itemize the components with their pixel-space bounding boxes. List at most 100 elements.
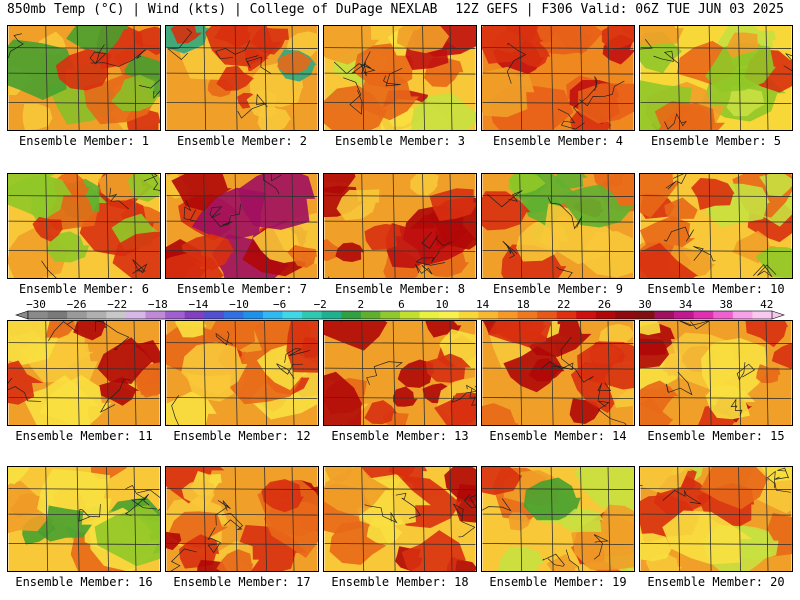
colorbar-tick-label: −10 xyxy=(229,298,249,311)
temperature-map xyxy=(639,173,793,279)
temperature-shading xyxy=(482,191,531,231)
temperature-map xyxy=(323,173,477,279)
temperature-map xyxy=(323,466,477,572)
colorbar-swatch xyxy=(634,311,655,319)
state-boundaries xyxy=(324,174,476,278)
temperature-shading xyxy=(277,51,314,74)
colorbar-tick-label: 2 xyxy=(357,298,364,311)
temperature-shading xyxy=(598,514,634,556)
state-boundaries xyxy=(482,174,634,278)
temperature-map xyxy=(165,25,319,131)
temperature-map xyxy=(7,320,161,426)
temperature-shading xyxy=(508,512,532,531)
ensemble-member-label: Ensemble Member: 5 xyxy=(650,134,782,148)
temperature-shading xyxy=(640,26,684,46)
ensemble-member-panel: Ensemble Member: 2 xyxy=(165,25,319,148)
temperature-shading xyxy=(640,242,699,278)
state-boundaries xyxy=(482,26,634,130)
ensemble-member-label: Ensemble Member: 10 xyxy=(647,282,785,296)
temperature-shading xyxy=(179,534,220,569)
temperature-shading xyxy=(8,480,58,534)
temperature-shading xyxy=(238,524,307,571)
colorbar-swatch xyxy=(302,311,322,319)
temperature-shading xyxy=(166,391,217,425)
temperature-map xyxy=(481,25,635,131)
map-title: 850mb Temp (°C) | Wind (kts) | College o… xyxy=(7,2,438,17)
state-boundaries xyxy=(166,467,318,571)
contour-lines xyxy=(333,51,403,115)
temperature-shading xyxy=(8,174,72,220)
temperature-shading xyxy=(73,321,107,341)
colorbar-swatch xyxy=(654,311,675,319)
colorbar-tick-label: −22 xyxy=(107,298,127,311)
temperature-map xyxy=(481,320,635,426)
ensemble-member-panel: Ensemble Member: 14 xyxy=(481,320,635,443)
temperature-shading xyxy=(8,360,44,405)
run-valid-time: 12Z GEFS | F306 Valid: 06Z TUE JUN 03 20… xyxy=(455,2,784,17)
colorbar-swatch xyxy=(360,311,381,319)
contour-lines xyxy=(540,336,627,425)
colorbar-high-arrow xyxy=(771,310,785,320)
contour-lines xyxy=(663,174,777,278)
colorbar-tick-label: 30 xyxy=(638,298,651,311)
temperature-shading xyxy=(455,483,476,523)
ensemble-member-panel: Ensemble Member: 5 xyxy=(639,25,793,148)
temperature-shading xyxy=(335,242,365,263)
temperature-shading xyxy=(324,371,363,425)
ensemble-member-panel: Ensemble Member: 6 xyxy=(7,173,161,296)
temperature-shading xyxy=(216,549,254,571)
colorbar-swatch xyxy=(165,311,185,319)
temperature-shading xyxy=(745,321,789,348)
temperature-shading xyxy=(393,386,418,407)
contour-lines xyxy=(8,33,160,99)
temperature-shading xyxy=(523,477,581,521)
temperature-map xyxy=(639,466,793,572)
ensemble-member-label: Ensemble Member: 12 xyxy=(173,429,311,443)
contour-lines xyxy=(328,231,453,278)
temperature-map xyxy=(323,320,477,426)
ensemble-member-label: Ensemble Member: 15 xyxy=(647,429,785,443)
temperature-shading xyxy=(401,530,466,571)
colorbar-tick-label: 10 xyxy=(435,298,448,311)
temperature-shading xyxy=(112,231,160,278)
ensemble-member-label: Ensemble Member: 1 xyxy=(18,134,150,148)
colorbar-tick-label: −2 xyxy=(314,298,327,311)
temperature-shading xyxy=(324,174,356,195)
colorbar-tick-label: −26 xyxy=(67,298,87,311)
temperature-shading xyxy=(662,510,753,565)
contour-lines xyxy=(506,42,625,130)
temperature-map xyxy=(7,173,161,279)
contour-lines xyxy=(41,174,160,278)
temperature-map xyxy=(165,320,319,426)
temperature-shading xyxy=(482,403,519,425)
state-boundaries xyxy=(166,26,318,130)
colorbar-swatch xyxy=(595,311,616,319)
colorbar-tick-label: −6 xyxy=(273,298,286,311)
temperature-shading xyxy=(97,337,154,384)
colorbar-swatch xyxy=(262,311,283,319)
ensemble-member-panel: Ensemble Member: 9 xyxy=(481,173,635,296)
ensemble-member-panel: Ensemble Member: 11 xyxy=(7,320,161,443)
temperature-shading xyxy=(520,42,551,68)
state-boundaries xyxy=(482,321,634,425)
temperature-shading xyxy=(388,467,416,478)
colorbar-swatch xyxy=(400,311,420,319)
temperature-shading xyxy=(705,42,776,93)
ensemble-member-label: Ensemble Member: 16 xyxy=(15,575,153,589)
contour-lines xyxy=(487,190,583,278)
colorbar-swatch xyxy=(556,311,577,319)
ensemble-member-label: Ensemble Member: 14 xyxy=(489,429,627,443)
ensemble-member-label: Ensemble Member: 6 xyxy=(18,282,150,296)
temperature-shading xyxy=(691,178,735,211)
colorbar-swatch xyxy=(439,311,460,319)
contour-lines xyxy=(482,498,610,571)
colorbar-swatch xyxy=(576,311,597,319)
temperature-shading xyxy=(167,511,229,549)
ensemble-member-panel: Ensemble Member: 3 xyxy=(323,25,477,148)
temperature-shading xyxy=(558,184,634,228)
temperature-shading xyxy=(503,346,565,393)
temperature-shading xyxy=(170,26,203,44)
temperature-shading xyxy=(759,174,792,197)
contour-lines xyxy=(665,321,756,416)
colorbar-tick-label: 38 xyxy=(720,298,733,311)
